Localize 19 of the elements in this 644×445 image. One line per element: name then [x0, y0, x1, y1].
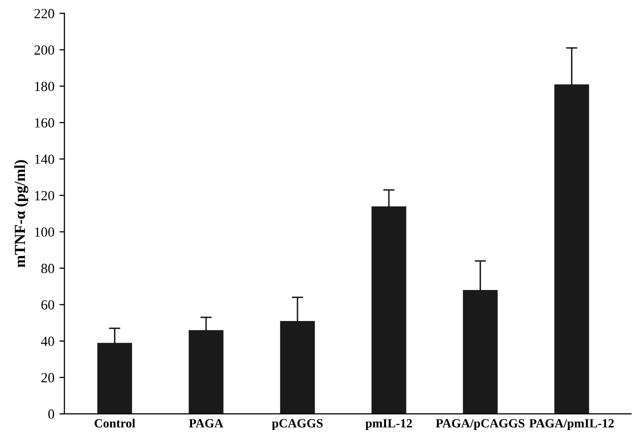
y-axis-title: mTNF-α (pg/ml) — [14, 160, 28, 268]
x-tick-label: PAGA/pmIL-12 — [529, 419, 614, 430]
y-tick-label: 220 — [34, 8, 54, 18]
y-tick-label: 80 — [41, 264, 54, 274]
y-tick-label: 0 — [48, 409, 54, 419]
x-tick-label: PAGA/pCAGGS — [436, 419, 524, 430]
y-tick-label: 60 — [41, 300, 54, 310]
y-tick-label: 100 — [35, 227, 54, 237]
y-tick-label: 140 — [35, 154, 54, 164]
y-tick-label: 20 — [41, 373, 54, 382]
y-tick-label: 120 — [35, 190, 54, 200]
y-tick-label: 180 — [35, 82, 54, 92]
y-tick-label: 160 — [35, 118, 54, 128]
x-tick-label: Control — [94, 418, 136, 428]
x-tick-label: PAGA — [189, 419, 224, 428]
x-tick-label: pCAGGS — [272, 419, 323, 430]
y-tick-label: 200 — [34, 45, 54, 55]
y-tick-label: 40 — [41, 336, 54, 346]
x-tick-label: pmIL-12 — [365, 419, 412, 430]
